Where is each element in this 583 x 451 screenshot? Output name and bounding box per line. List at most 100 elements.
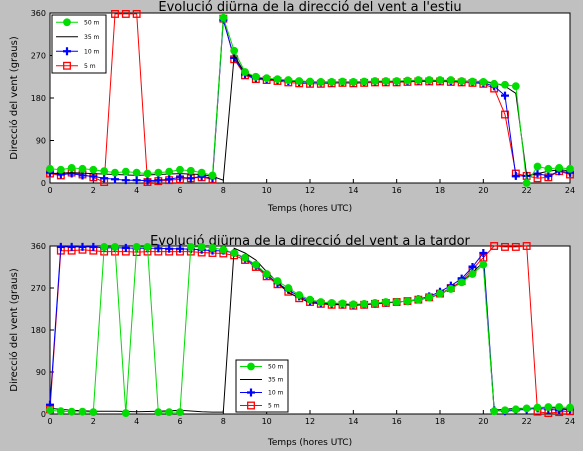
data-point bbox=[360, 299, 369, 308]
data-point bbox=[414, 76, 423, 84]
x-tick-label: 10 bbox=[262, 417, 272, 426]
data-point bbox=[306, 77, 314, 86]
data-point bbox=[56, 165, 65, 174]
data-point bbox=[219, 13, 228, 22]
data-point bbox=[186, 166, 195, 175]
x-axis-label: Temps (hores UTC) bbox=[267, 204, 352, 214]
data-point bbox=[468, 263, 477, 271]
data-point bbox=[316, 298, 325, 306]
data-point bbox=[349, 300, 358, 309]
data-point bbox=[425, 76, 434, 84]
data-point bbox=[327, 78, 336, 86]
data-point bbox=[143, 169, 152, 178]
data-point bbox=[479, 78, 488, 86]
data-point bbox=[490, 407, 499, 416]
y-axis-label: Direcció del vent (graus) bbox=[8, 268, 20, 392]
y-axis-label: Direcció del vent (graus) bbox=[8, 36, 20, 160]
y-tick-label: 360 bbox=[31, 242, 46, 251]
data-point bbox=[154, 244, 163, 253]
plot-area bbox=[49, 12, 571, 184]
data-point bbox=[284, 284, 293, 292]
data-point bbox=[89, 408, 98, 417]
x-tick-label: 2 bbox=[91, 417, 96, 426]
data-point bbox=[414, 295, 423, 304]
x-tick-label: 12 bbox=[305, 186, 315, 195]
legend-box bbox=[51, 14, 107, 74]
data-point bbox=[511, 82, 520, 91]
x-axis-label: Temps (hores UTC) bbox=[267, 438, 352, 448]
data-point bbox=[511, 171, 520, 180]
data-point bbox=[121, 243, 130, 252]
data-point bbox=[111, 243, 119, 251]
data-point bbox=[457, 77, 466, 85]
chart-title: Evolució diürna de la direcció del vent … bbox=[158, 0, 461, 15]
data-point bbox=[566, 403, 574, 412]
data-point bbox=[89, 165, 98, 174]
data-point bbox=[392, 77, 401, 85]
data-point bbox=[154, 408, 163, 417]
data-point bbox=[154, 168, 163, 177]
x-tick-label: 4 bbox=[134, 186, 139, 195]
data-point bbox=[511, 405, 520, 414]
x-tick-label: 20 bbox=[478, 186, 488, 195]
y-tick-label: 0 bbox=[41, 410, 46, 419]
data-point bbox=[143, 176, 152, 185]
data-point bbox=[295, 77, 304, 85]
data-point bbox=[544, 164, 553, 173]
data-point bbox=[544, 171, 553, 180]
data-point bbox=[100, 167, 109, 176]
x-tick-label: 8 bbox=[221, 417, 226, 426]
y-tick-label: 360 bbox=[31, 9, 46, 18]
legend-marker bbox=[63, 47, 71, 56]
data-point bbox=[490, 79, 499, 88]
data-point bbox=[121, 409, 130, 417]
data-point bbox=[501, 406, 509, 415]
data-point bbox=[67, 242, 76, 251]
data-point bbox=[555, 163, 564, 172]
data-point bbox=[306, 295, 314, 304]
legend-marker bbox=[247, 388, 255, 397]
y-tick-label: 90 bbox=[36, 137, 46, 146]
data-point bbox=[522, 404, 531, 413]
autumn-wind-direction-chart: Evolució diürna de la direcció del vent … bbox=[8, 234, 575, 448]
data-point bbox=[132, 243, 141, 251]
legend-box bbox=[235, 359, 289, 413]
data-point bbox=[208, 243, 217, 252]
data-point bbox=[208, 171, 217, 180]
data-point bbox=[132, 9, 141, 18]
x-tick-label: 10 bbox=[262, 186, 272, 195]
x-tick-label: 14 bbox=[348, 186, 358, 195]
legend-marker bbox=[63, 18, 71, 27]
summer-wind-direction-chart: Evolució diürna de la direcció del vent … bbox=[8, 0, 575, 214]
data-point bbox=[176, 165, 184, 174]
x-tick-label: 4 bbox=[134, 417, 139, 426]
legend-entry: 35 m bbox=[268, 377, 284, 384]
data-point bbox=[425, 293, 434, 302]
x-tick-label: 24 bbox=[565, 186, 575, 195]
data-point bbox=[121, 176, 130, 185]
data-point bbox=[111, 175, 119, 184]
x-tick-label: 22 bbox=[522, 186, 532, 195]
data-point bbox=[251, 72, 260, 81]
x-tick-label: 16 bbox=[392, 186, 402, 195]
data-point bbox=[360, 77, 369, 86]
data-point bbox=[111, 168, 119, 177]
legend: 50 m 35 m 10 m 5 m bbox=[51, 14, 107, 74]
data-point bbox=[446, 76, 455, 84]
data-point bbox=[295, 291, 304, 299]
data-point bbox=[522, 179, 531, 187]
x-tick-label: 18 bbox=[435, 417, 445, 426]
x-tick-label: 6 bbox=[177, 417, 182, 426]
data-point bbox=[544, 403, 553, 411]
data-point bbox=[349, 78, 358, 86]
data-point bbox=[241, 68, 249, 76]
legend-entry: 5 m bbox=[268, 403, 280, 410]
data-point bbox=[371, 77, 379, 85]
y-tick-label: 0 bbox=[41, 179, 46, 188]
data-point bbox=[403, 76, 412, 85]
data-point bbox=[197, 243, 206, 251]
series-layer bbox=[46, 242, 574, 418]
data-point bbox=[533, 403, 542, 412]
